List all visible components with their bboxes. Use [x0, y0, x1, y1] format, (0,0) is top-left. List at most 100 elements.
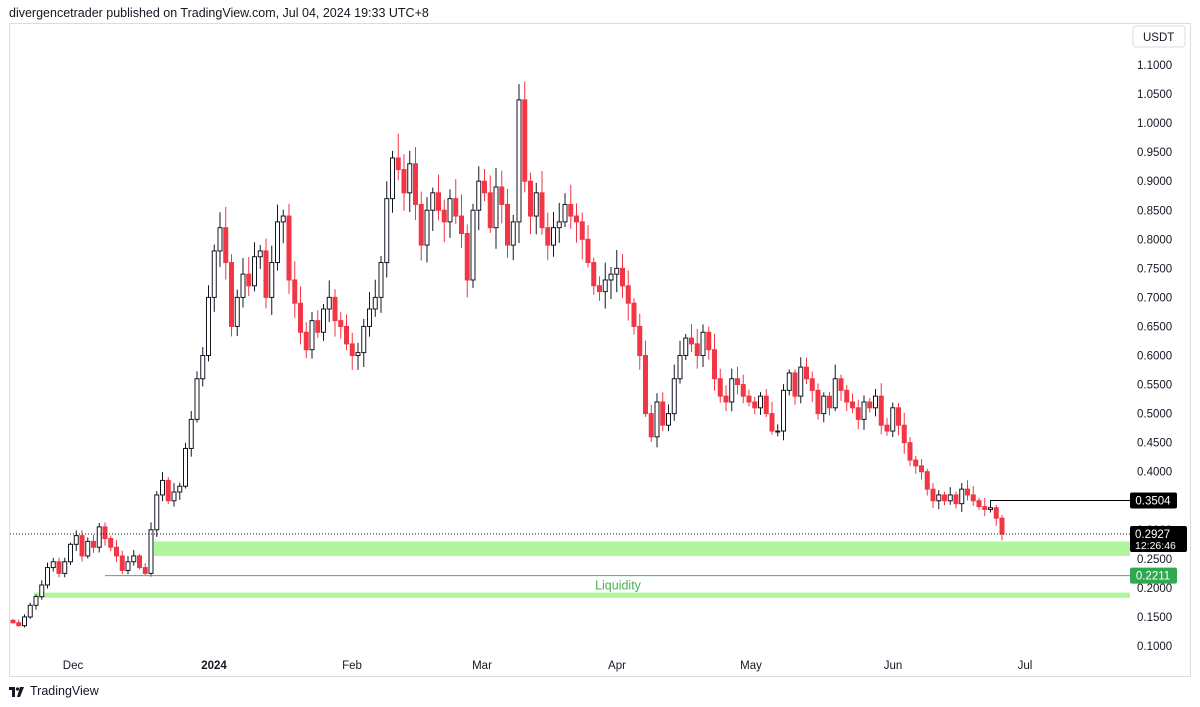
candle-body: [855, 407, 861, 420]
candle-body: [913, 459, 919, 467]
candle-body: [344, 325, 349, 345]
candle-body: [372, 296, 378, 310]
candle-body: [148, 529, 154, 574]
candle-body: [947, 494, 953, 502]
candle-body: [22, 616, 27, 627]
candle-body: [976, 500, 982, 508]
candle-body: [884, 424, 890, 432]
candle-body: [896, 407, 901, 426]
candle-body: [10, 619, 16, 624]
candle-body: [516, 99, 522, 223]
tradingview-footer: TradingView: [9, 684, 99, 698]
candle-body: [286, 215, 292, 281]
candle-body: [712, 349, 717, 380]
candle-body: [522, 99, 528, 182]
y-tick-label: 0.1000: [1137, 641, 1172, 653]
candle-body: [171, 491, 177, 502]
y-tick-label: 0.4500: [1137, 438, 1172, 450]
candle-body: [827, 395, 832, 409]
candle-body: [476, 180, 482, 211]
tradingview-logo-icon: [9, 686, 25, 697]
currency-label: USDT: [1143, 32, 1174, 44]
candle-body: [545, 227, 551, 246]
level-price-label: 0.2211: [1136, 571, 1170, 583]
candle-body: [970, 494, 976, 502]
candle-body: [108, 538, 114, 548]
candle-body: [395, 157, 401, 171]
currency-box[interactable]: [1132, 25, 1186, 48]
candle-body: [424, 209, 430, 246]
publisher-header: divergencetrader published on TradingVie…: [9, 6, 429, 20]
candle-body: [464, 232, 470, 281]
candle-body: [867, 401, 873, 409]
y-tick-label: 0.7500: [1137, 263, 1172, 275]
candle-body: [625, 285, 631, 304]
candle-body: [510, 221, 516, 246]
candle-body: [33, 596, 39, 606]
y-tick-label: 0.2500: [1137, 554, 1172, 566]
candle-body: [280, 215, 286, 223]
candle-body: [551, 227, 556, 246]
candle-body: [160, 479, 165, 496]
candle-body: [292, 279, 298, 304]
last-price-label: 0.2927: [1135, 529, 1170, 541]
candle-body: [666, 413, 671, 426]
candle-body: [873, 395, 878, 409]
candle-body: [68, 543, 73, 563]
candle-body: [579, 221, 585, 240]
candle-body: [217, 227, 223, 252]
candle-body: [131, 555, 137, 563]
candle-body: [384, 198, 390, 264]
candle-body: [165, 479, 171, 502]
candle-body: [965, 488, 970, 496]
candle-body: [671, 378, 677, 415]
candle-body: [786, 372, 792, 391]
candle-body: [85, 540, 91, 557]
candle-body: [729, 378, 735, 403]
candle-body: [574, 215, 579, 223]
y-tick-label: 0.8500: [1137, 205, 1172, 217]
candle-body: [436, 192, 441, 211]
candle-body: [844, 389, 850, 403]
candle-body: [188, 418, 194, 449]
candle-body: [637, 325, 643, 357]
candle-body: [700, 331, 706, 357]
candle-body: [459, 215, 464, 234]
candle-body: [792, 372, 798, 397]
candle-body: [602, 279, 608, 293]
candle-body: [137, 555, 142, 569]
candle-body: [591, 262, 597, 287]
candle-body: [717, 378, 723, 397]
tradingview-brand: TradingView: [30, 684, 99, 698]
candle-body: [850, 401, 855, 409]
candle-body: [769, 413, 775, 432]
candle-body: [740, 384, 746, 397]
candle-body: [752, 401, 758, 409]
candle-body: [878, 395, 884, 426]
candle-body: [815, 389, 821, 415]
candle-body: [804, 366, 809, 380]
candle-body: [401, 169, 407, 194]
candle-body: [723, 395, 729, 403]
candle-body: [263, 250, 269, 298]
y-tick-label: 1.1000: [1137, 60, 1172, 72]
candle-body: [194, 378, 200, 420]
y-tick-label: 1.0500: [1137, 89, 1172, 101]
candle-body: [648, 413, 654, 438]
candle-body: [993, 507, 999, 519]
candle-body: [447, 198, 453, 223]
candle-body: [378, 262, 384, 298]
candle-body: [597, 285, 602, 293]
candle-body: [56, 561, 62, 574]
last-price-tag: [1130, 526, 1187, 553]
candle-body: [73, 535, 79, 545]
level-price-label: 0.3504: [1135, 496, 1171, 508]
candle-body: [683, 337, 689, 357]
y-tick-label: 0.7000: [1137, 292, 1172, 304]
candle-body: [832, 378, 838, 409]
candle-body: [528, 180, 533, 217]
candle-body: [102, 526, 108, 540]
candle-body: [608, 273, 614, 281]
candle-body: [430, 192, 436, 211]
